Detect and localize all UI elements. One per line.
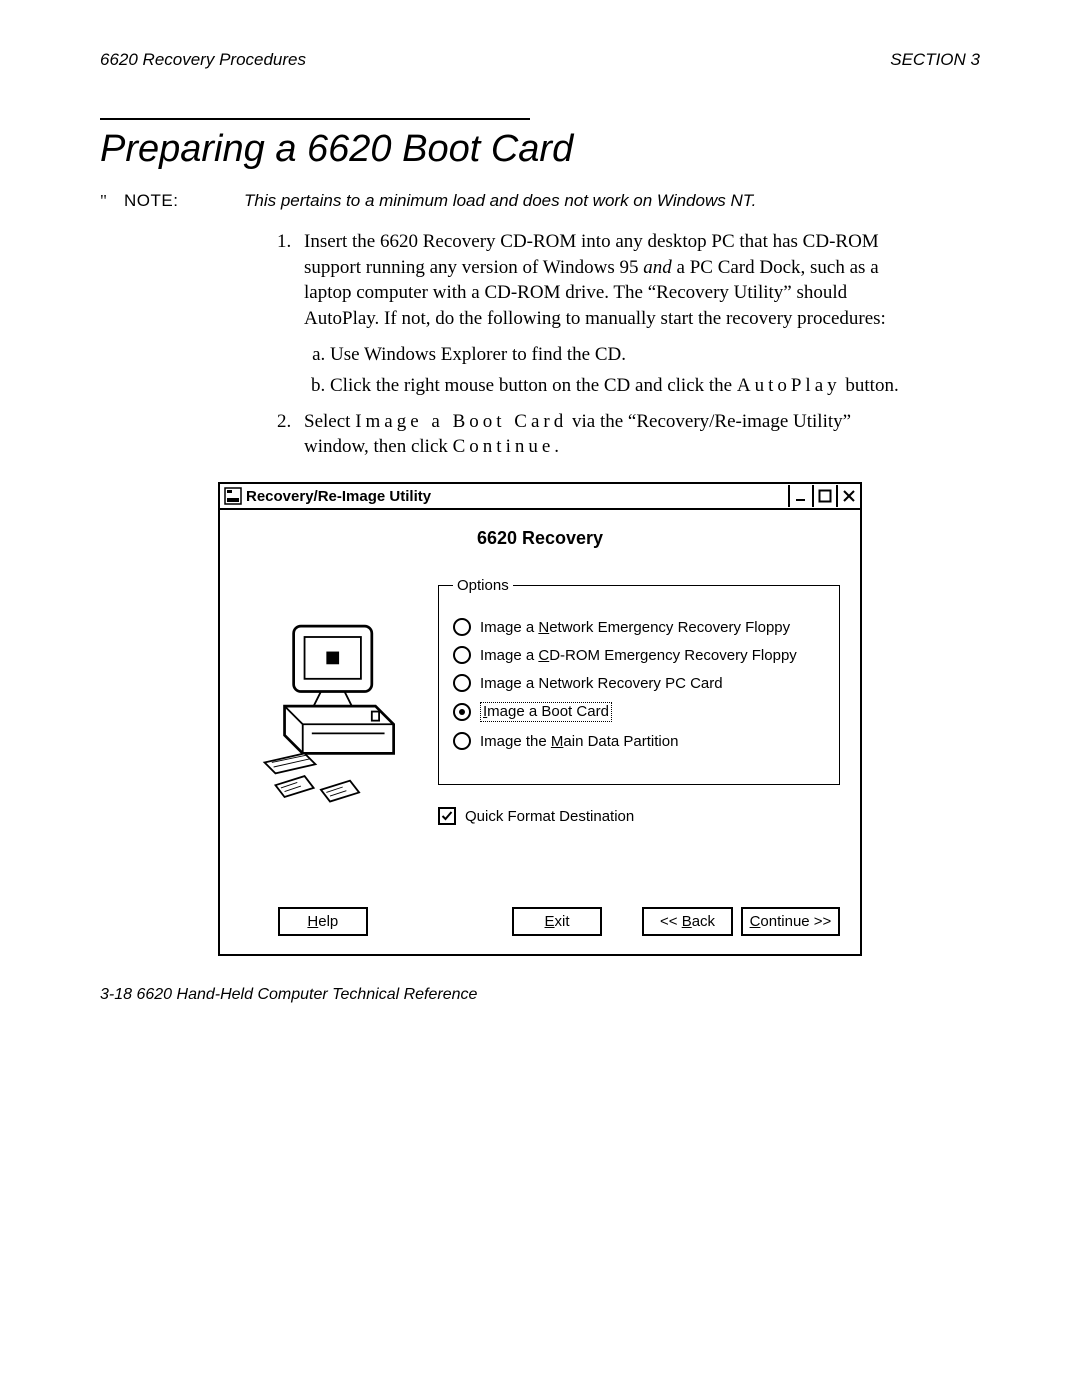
header-left: 6620 Recovery Procedures: [100, 50, 306, 70]
app-icon: [224, 487, 242, 505]
illustration: [240, 577, 420, 877]
radio-network-floppy[interactable]: Image a Network Emergency Recovery Flopp…: [453, 618, 825, 636]
radio-icon: [453, 618, 471, 636]
radio-icon: [453, 703, 471, 721]
continue-button[interactable]: Continue >>: [741, 907, 840, 936]
step-2: Select Image a Boot Card via the “Recove…: [296, 409, 920, 460]
radio-main-partition[interactable]: Image the Main Data Partition: [453, 732, 825, 750]
note-symbol: ": [100, 191, 124, 211]
quick-format-checkbox[interactable]: Quick Format Destination: [438, 807, 840, 825]
maximize-button[interactable]: [812, 485, 836, 507]
minimize-button[interactable]: [790, 485, 812, 507]
back-button[interactable]: << Back: [642, 907, 734, 936]
recovery-window: Recovery/Re-Image Utility 6620 Recovery: [218, 482, 862, 956]
window-heading: 6620 Recovery: [240, 528, 840, 549]
radio-icon: [453, 732, 471, 750]
options-legend: Options: [453, 577, 513, 594]
exit-button[interactable]: Exit: [512, 907, 602, 936]
radio-icon: [453, 646, 471, 664]
page-title: Preparing a 6620 Boot Card: [100, 128, 980, 171]
step-1a: Use Windows Explorer to find the CD.: [330, 342, 920, 368]
title-rule: [100, 118, 530, 120]
page-header: 6620 Recovery Procedures SECTION 3: [100, 50, 980, 70]
help-button[interactable]: Help: [278, 907, 368, 936]
step-1: Insert the 6620 Recovery CD-ROM into any…: [296, 229, 920, 399]
titlebar[interactable]: Recovery/Re-Image Utility: [220, 484, 860, 510]
options-group: Options Image a Network Emergency Recove…: [438, 577, 840, 785]
close-button[interactable]: [836, 485, 860, 507]
step-1b: Click the right mouse button on the CD a…: [330, 373, 920, 399]
radio-boot-card[interactable]: Image a Boot Card: [453, 702, 825, 722]
radio-icon: [453, 674, 471, 692]
page-footer: 3-18 6620 Hand-Held Computer Technical R…: [100, 986, 980, 1004]
note-label: NOTE:: [124, 191, 244, 211]
body-block: Insert the 6620 Recovery CD-ROM into any…: [268, 229, 920, 460]
note-text: This pertains to a minimum load and does…: [244, 191, 980, 211]
radio-cdrom-floppy[interactable]: Image a CD-ROM Emergency Recovery Floppy: [453, 646, 825, 664]
titlebar-text: Recovery/Re-Image Utility: [246, 488, 788, 505]
checkbox-label: Quick Format Destination: [465, 808, 634, 825]
note-block: " NOTE: This pertains to a minimum load …: [100, 191, 980, 211]
radio-network-pccard[interactable]: Image a Network Recovery PC Card: [453, 674, 825, 692]
header-right: SECTION 3: [890, 50, 980, 70]
checkbox-icon: [438, 807, 456, 825]
